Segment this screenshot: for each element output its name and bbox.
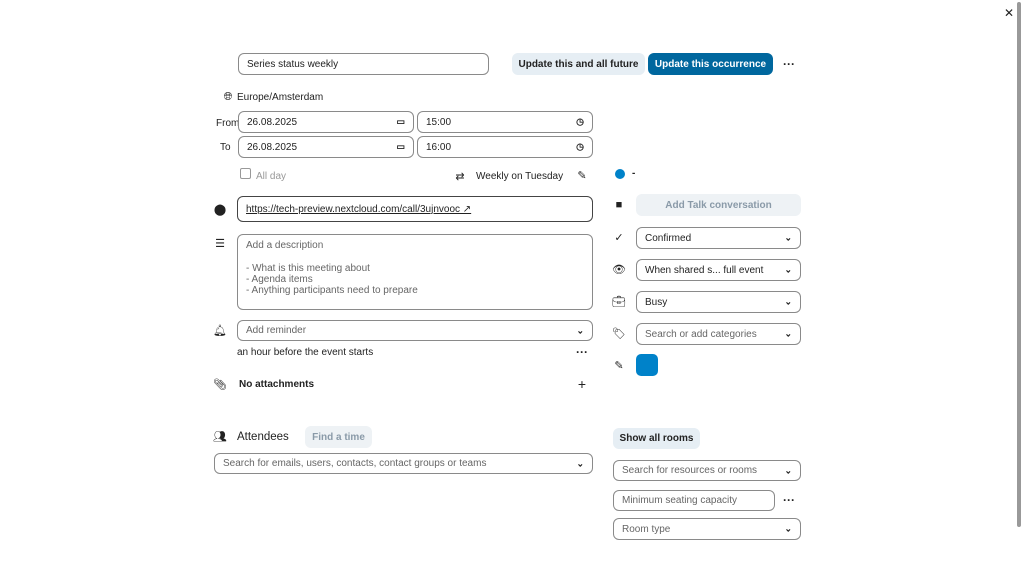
description-icon: ☰ <box>215 238 225 250</box>
paperclip-icon: 📎︎ <box>213 379 227 391</box>
update-occurrence-button[interactable]: Update this occurrence <box>648 53 773 75</box>
status-select[interactable]: Confirmed ⌄ <box>636 227 801 249</box>
room-search-input[interactable]: Search for resources or rooms ⌄ <box>613 460 801 481</box>
location-input[interactable]: https://tech-preview.nextcloud.com/call/… <box>237 196 593 222</box>
bell-icon: 🔔︎ <box>213 325 227 337</box>
location-icon: ⬤ <box>213 204 227 216</box>
reminder-more-button[interactable]: ··· <box>576 345 588 359</box>
from-label: From <box>216 118 240 129</box>
room-type-select[interactable]: Room type ⌄ <box>613 518 801 540</box>
update-future-button[interactable]: Update this and all future <box>512 53 645 75</box>
to-date-input[interactable]: 26.08.2025 ▭ <box>238 136 414 158</box>
tag-icon: 🏷︎ <box>612 328 626 340</box>
close-icon[interactable]: ✕ <box>1004 6 1015 20</box>
check-icon: ✓ <box>614 232 624 244</box>
calendar-icon: ▭ <box>396 116 405 127</box>
attendee-search-input[interactable]: Search for emails, users, contacts, cont… <box>214 453 593 474</box>
title-input[interactable]: Series status weekly <box>238 53 489 75</box>
eyedropper-icon: ✎ <box>614 360 624 372</box>
attachments-label: No attachments <box>239 379 315 390</box>
all-day-checkbox[interactable] <box>240 168 251 179</box>
add-talk-button[interactable]: Add Talk conversation <box>636 194 801 216</box>
capacity-input[interactable]: Minimum seating capacity <box>613 490 775 511</box>
timezone[interactable]: Europe/Amsterdam <box>237 92 324 103</box>
pencil-icon[interactable]: ✎ <box>577 170 587 182</box>
reminder-item: an hour before the event starts <box>237 347 374 358</box>
recurrence-summary: Weekly on Tuesday <box>476 171 564 182</box>
attendees-icon: 👥︎ <box>213 431 227 443</box>
clock-icon: ◷ <box>576 141 584 152</box>
description-textarea[interactable]: Add a description - What is this meeting… <box>237 234 593 310</box>
calendar-picker[interactable]: - <box>632 168 636 179</box>
briefcase-icon: 💼︎ <box>612 296 626 308</box>
calendar-icon: ▭ <box>396 141 405 152</box>
reminder-select[interactable]: Add reminder ⌄ <box>237 320 593 341</box>
title-value: Series status weekly <box>247 58 339 70</box>
video-icon: ■ <box>615 199 623 211</box>
room-more-button[interactable]: ··· <box>783 493 795 507</box>
all-day-label: All day <box>256 171 287 182</box>
more-actions-button[interactable]: ··· <box>783 57 795 71</box>
availability-select[interactable]: Busy ⌄ <box>636 291 801 313</box>
add-attachment-icon[interactable]: + <box>577 376 587 392</box>
scrollbar[interactable] <box>1017 2 1021 527</box>
calendar-color-dot <box>615 169 625 179</box>
from-date-input[interactable]: 26.08.2025 ▭ <box>238 111 414 133</box>
chevron-down-icon: ⌄ <box>576 325 584 335</box>
show-all-rooms-button[interactable]: Show all rooms <box>613 428 700 449</box>
categories-select[interactable]: Search or add categories ⌄ <box>636 323 801 345</box>
attendees-title: Attendees <box>237 431 289 443</box>
globe-icon: 🌐︎ <box>223 91 233 103</box>
to-time-input[interactable]: 16:00 ◷ <box>417 136 593 158</box>
repeat-icon: ⇄ <box>455 171 465 183</box>
visibility-select[interactable]: When shared s... full event ⌄ <box>636 259 801 281</box>
from-time-input[interactable]: 15:00 ◷ <box>417 111 593 133</box>
to-label: To <box>220 142 231 153</box>
event-color-swatch[interactable] <box>636 354 658 376</box>
eye-icon: 👁︎ <box>612 264 626 276</box>
find-time-button[interactable]: Find a time <box>305 426 372 448</box>
clock-icon: ◷ <box>576 116 584 127</box>
